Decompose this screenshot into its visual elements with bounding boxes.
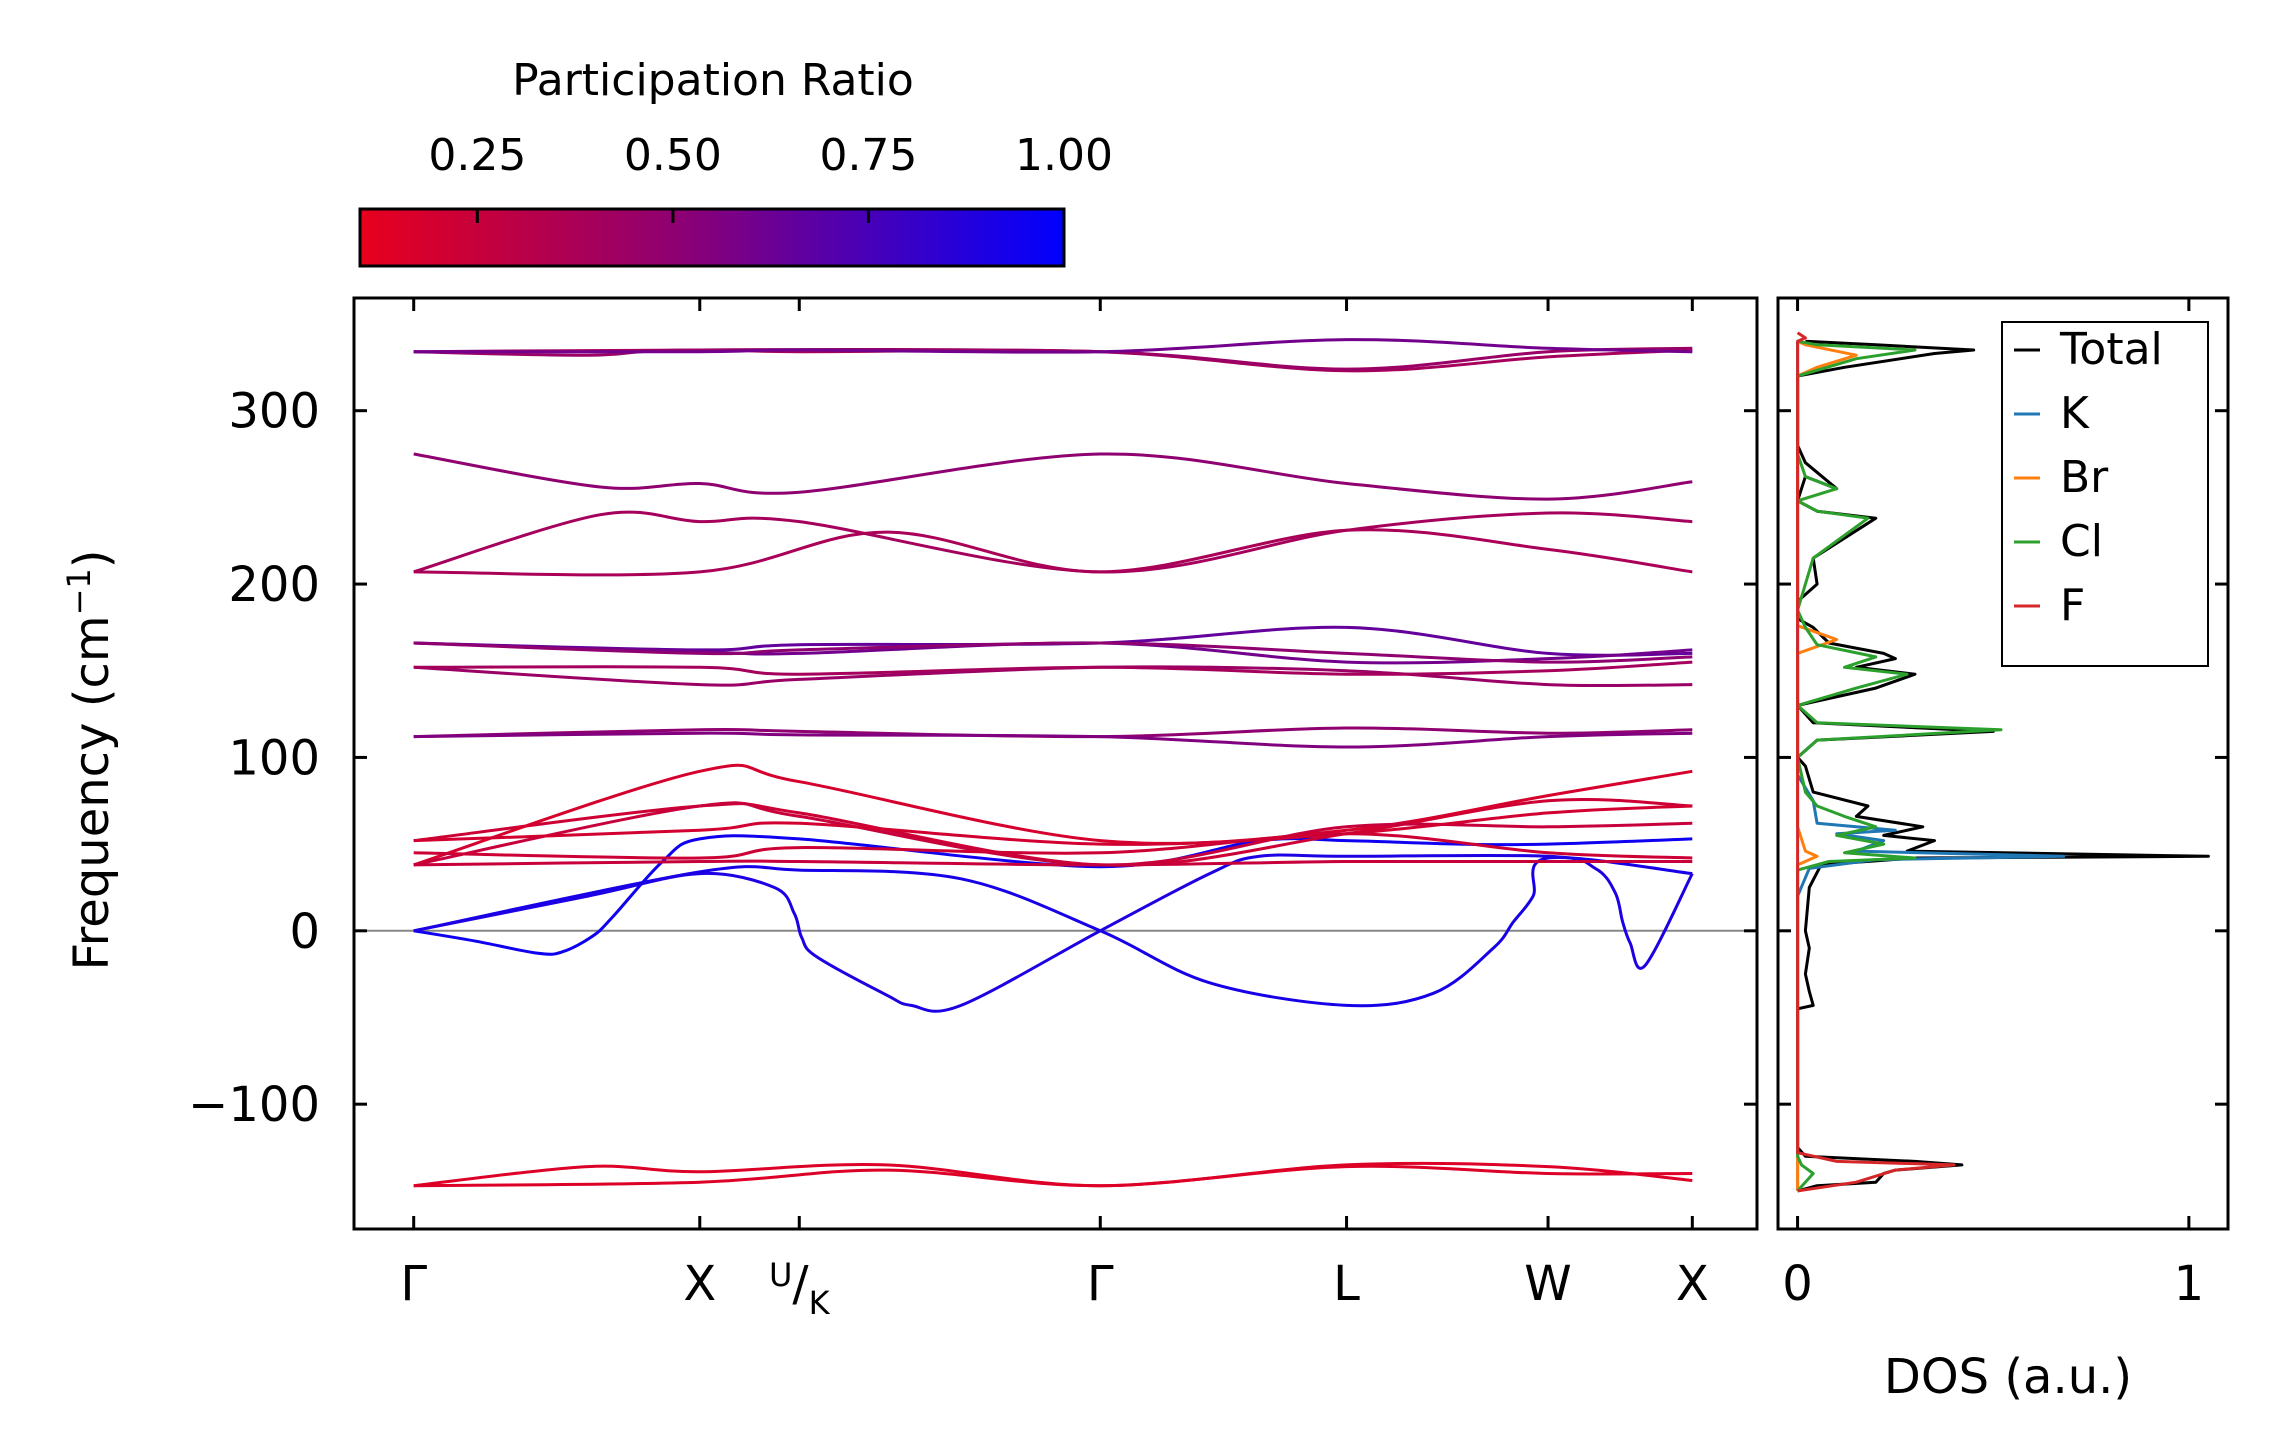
band-line-imag-band-1	[413, 1161, 1693, 1188]
colorbar-tick-label: 0.50	[624, 130, 722, 181]
band-structure-panel: −100 0 100 200 300 Γ X U/K Γ L W X Frequency (cm−1…	[60, 296, 1759, 1322]
dos-x-axis-label: DOS (a.u.)	[1884, 1349, 2132, 1405]
y-tick-label: −100	[188, 1077, 320, 1133]
band-line-optical-high-3	[413, 452, 1693, 501]
legend-frame	[2001, 321, 2209, 667]
colorbar: Participation Ratio 0.25 0.50 0.75 1.00	[358, 55, 1113, 268]
dos-line-br	[1796, 339, 1858, 1191]
colorbar-ticks	[475, 209, 1066, 223]
band-line-optical-low-6	[413, 859, 1693, 867]
band-line-acoustic-3	[413, 853, 1694, 1013]
band-line-optical-mid-3	[413, 665, 1693, 688]
legend-items: Total K Br Cl F	[2014, 324, 2163, 631]
kpoint-label: X	[683, 1256, 716, 1312]
dos-x-tick-label: 1	[2174, 1256, 2205, 1312]
band-line-optical-mid-4	[413, 660, 1693, 676]
band-line-optical-low-4	[413, 804, 1693, 846]
y-tick-label: 0	[289, 904, 320, 960]
legend-label-br: Br	[2060, 452, 2109, 503]
band-line-optical-low-5	[413, 832, 1693, 860]
band-line-imag-band-2	[413, 1164, 1693, 1188]
kpoint-label: Γ	[400, 1256, 427, 1312]
band-line-optical-high-2	[413, 528, 1693, 577]
band-line-optical-top-3	[413, 338, 1693, 354]
dos-x-tick-label: 0	[1782, 1256, 1813, 1312]
y-tick-label: 200	[228, 557, 320, 613]
colorbar-label: Participation Ratio	[512, 55, 914, 106]
y-tick-label: 300	[228, 384, 320, 440]
y-tick-label: 100	[228, 730, 320, 786]
kpoint-label: W	[1524, 1256, 1571, 1312]
band-line-optical-low-2	[413, 763, 1693, 867]
kpoint-label: L	[1333, 1256, 1360, 1312]
kpoint-labels: Γ X U/K Γ L W X	[400, 1256, 1708, 1322]
dos-legend: Total K Br Cl F	[2001, 321, 2209, 667]
band-line-acoustic-2	[413, 855, 1693, 1008]
colorbar-tick-label: 0.75	[819, 130, 917, 181]
band-line-optical-high-1	[413, 510, 1693, 574]
dos-axis-ticks	[1778, 298, 2228, 1229]
dos-line-f	[1796, 331, 1956, 1193]
colorbar-gradient	[358, 207, 1066, 268]
legend-label-cl: Cl	[2060, 516, 2103, 567]
legend-label-f: F	[2060, 580, 2085, 631]
dos-line-cl	[1796, 339, 2003, 1192]
legend-label-k: K	[2060, 388, 2090, 439]
band-plot-frame	[352, 296, 1759, 1231]
band-axis-ticks	[354, 298, 1757, 1229]
dos-lines	[1796, 331, 2210, 1193]
dos-plot-frame	[1776, 296, 2230, 1231]
band-lines	[413, 338, 1694, 1188]
band-line-acoustic-1	[413, 834, 1693, 956]
kpoint-label: Γ	[1087, 1256, 1114, 1312]
colorbar-tick-labels: 0.25 0.50 0.75 1.00	[428, 130, 1113, 181]
colorbar-tick-label: 0.25	[428, 130, 526, 181]
band-line-optical-mid-7	[413, 641, 1693, 664]
colorbar-tick-label: 1.00	[1015, 130, 1113, 181]
band-line-optical-mid-2	[413, 731, 1693, 749]
y-tick-labels: −100 0 100 200 300	[188, 384, 320, 1133]
kpoint-label: U/K	[769, 1256, 831, 1322]
legend-label-total: Total	[2059, 324, 2163, 375]
kpoint-label: X	[1676, 1256, 1709, 1312]
y-axis-label: Frequency (cm−1)	[60, 549, 120, 970]
